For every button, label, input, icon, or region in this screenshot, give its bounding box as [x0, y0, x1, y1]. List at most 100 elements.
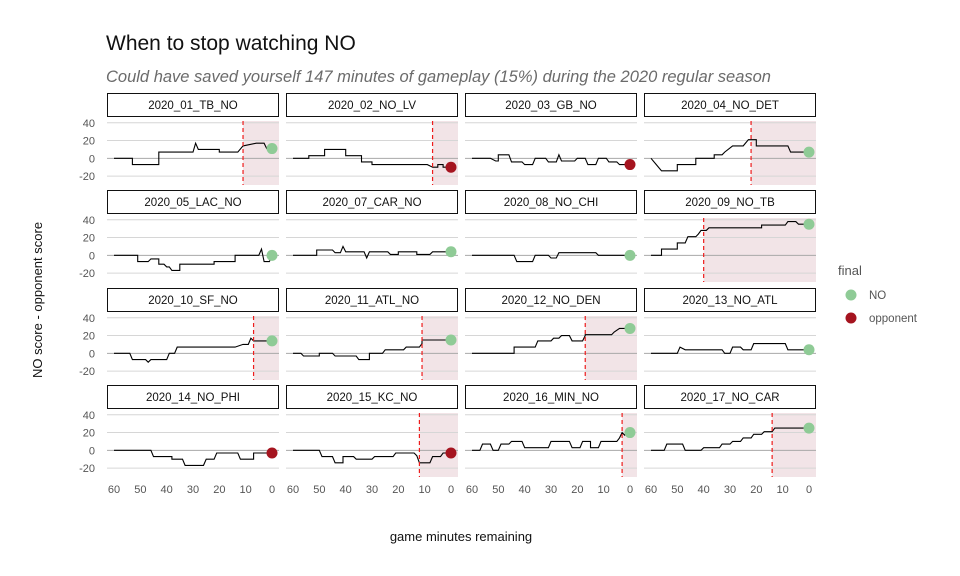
- x-tick-label: 50: [671, 484, 683, 496]
- score-line: [293, 339, 451, 361]
- legend-label-no: NO: [869, 290, 886, 302]
- x-tick-label: 40: [161, 484, 173, 496]
- score-line: [114, 449, 272, 466]
- y-tick-label: -20: [79, 171, 95, 183]
- strip-label: 2020_10_SF_NO: [148, 295, 238, 307]
- score-line: [472, 327, 630, 354]
- x-tick-label: 40: [340, 484, 352, 496]
- final-point: [445, 246, 457, 258]
- y-tick-label: 40: [83, 313, 95, 325]
- final-point: [624, 159, 636, 171]
- shaded-region: [772, 413, 816, 477]
- score-line: [293, 148, 451, 168]
- final-point: [624, 249, 636, 261]
- strip-label: 2020_15_KC_NO: [327, 392, 418, 404]
- score-line: [114, 247, 273, 271]
- y-tick-label: 40: [83, 410, 95, 422]
- score-line: [651, 343, 809, 354]
- panel-2020_05_LAC_NO: 2020_05_LAC_NO 40 20 0 -20: [79, 190, 279, 280]
- score-line: [472, 252, 630, 263]
- shaded-region: [253, 316, 279, 380]
- y-tick-label: 0: [89, 348, 95, 360]
- score-line: [293, 449, 451, 464]
- strip-label: 2020_02_NO_LV: [328, 100, 416, 112]
- y-axis-title: NO score - opponent score: [30, 222, 45, 378]
- strip-box: [107, 288, 279, 312]
- x-tick-label: 60: [108, 484, 120, 496]
- strip-box: [107, 93, 279, 117]
- strip-label: 2020_13_NO_ATL: [682, 295, 778, 307]
- panel-2020_03_GB_NO: 2020_03_GB_NO: [465, 93, 637, 177]
- strip-box: [286, 385, 458, 409]
- score-line: [472, 153, 630, 166]
- panel-2020_04_NO_DET: 2020_04_NO_DET: [644, 93, 816, 185]
- score-line: [651, 221, 809, 256]
- x-tick-label: 20: [392, 484, 404, 496]
- y-tick-label: -20: [79, 463, 95, 475]
- x-tick-label: 20: [571, 484, 583, 496]
- strip-box: [465, 288, 637, 312]
- shaded-region: [422, 316, 458, 380]
- panel-2020_12_NO_DEN: 2020_12_NO_DEN: [465, 288, 637, 380]
- y-tick-label: -20: [79, 268, 95, 280]
- panel-2020_16_MIN_NO: 2020_16_MIN_NO: [465, 385, 637, 477]
- x-tick-label: 10: [777, 484, 789, 496]
- strip-label: 2020_12_NO_DEN: [501, 295, 600, 307]
- y-tick-label: 0: [89, 445, 95, 457]
- final-point: [803, 344, 815, 356]
- strip-box: [286, 190, 458, 214]
- y-tick-label: 20: [83, 136, 95, 148]
- x-tick-label: 30: [366, 484, 378, 496]
- strip-label: 2020_05_LAC_NO: [144, 197, 241, 209]
- chart-subtitle: Could have saved yourself 147 minutes of…: [106, 68, 771, 86]
- strip-box: [286, 288, 458, 312]
- x-tick-label: 50: [492, 484, 504, 496]
- panels-group: 2020_01_TB_NO 40 20 0 -20 2020_02_NO_LV 2020_0…: [79, 93, 816, 477]
- legend-label-opponent: opponent: [869, 313, 918, 325]
- strip-label: 2020_17_NO_CAR: [680, 392, 779, 404]
- legend-key-no: [845, 289, 857, 301]
- panel-2020_09_NO_TB: 2020_09_NO_TB: [644, 190, 816, 282]
- final-point: [266, 143, 278, 155]
- strip-box: [107, 190, 279, 214]
- strip-box: [465, 385, 637, 409]
- x-tick-label: 60: [645, 484, 657, 496]
- y-tick-label: 0: [89, 250, 95, 262]
- shaded-region: [432, 121, 458, 185]
- final-point: [803, 146, 815, 158]
- score-line: [650, 139, 809, 172]
- strip-label: 2020_14_NO_PHI: [146, 392, 240, 404]
- x-tick-label: 0: [448, 484, 454, 496]
- final-point: [266, 249, 278, 261]
- panel-2020_08_NO_CHI: 2020_08_NO_CHI: [465, 190, 637, 274]
- panel-2020_07_CAR_NO: 2020_07_CAR_NO: [286, 190, 458, 274]
- x-tick-label: 50: [313, 484, 325, 496]
- final-point: [445, 161, 457, 173]
- legend-title: final: [838, 263, 862, 278]
- x-tick-label: 40: [698, 484, 710, 496]
- y-tick-label: 20: [83, 331, 95, 343]
- x-tick-label: 40: [519, 484, 531, 496]
- x-tick-label: 0: [269, 484, 275, 496]
- y-tick-label: 0: [89, 153, 95, 165]
- strip-box: [644, 288, 816, 312]
- final-point: [624, 427, 636, 439]
- shaded-region: [703, 218, 816, 282]
- y-tick-label: 20: [83, 428, 95, 440]
- strip-box: [465, 93, 637, 117]
- x-tick-label: 60: [466, 484, 478, 496]
- y-tick-label: 20: [83, 233, 95, 245]
- score-line: [472, 431, 631, 451]
- panel-2020_13_NO_ATL: 2020_13_NO_ATL: [644, 288, 816, 372]
- final-point: [803, 422, 815, 434]
- score-line: [651, 427, 809, 451]
- strip-box: [644, 190, 816, 214]
- score-line: [114, 337, 272, 363]
- strip-box: [465, 190, 637, 214]
- legend-key-opponent: [845, 312, 857, 324]
- x-tick-label: 10: [240, 484, 252, 496]
- final-point: [624, 322, 636, 334]
- panel-2020_14_NO_PHI: 2020_14_NO_PHI 40 20 0 -20: [79, 385, 279, 475]
- final-point: [266, 447, 278, 459]
- x-tick-label: 50: [134, 484, 146, 496]
